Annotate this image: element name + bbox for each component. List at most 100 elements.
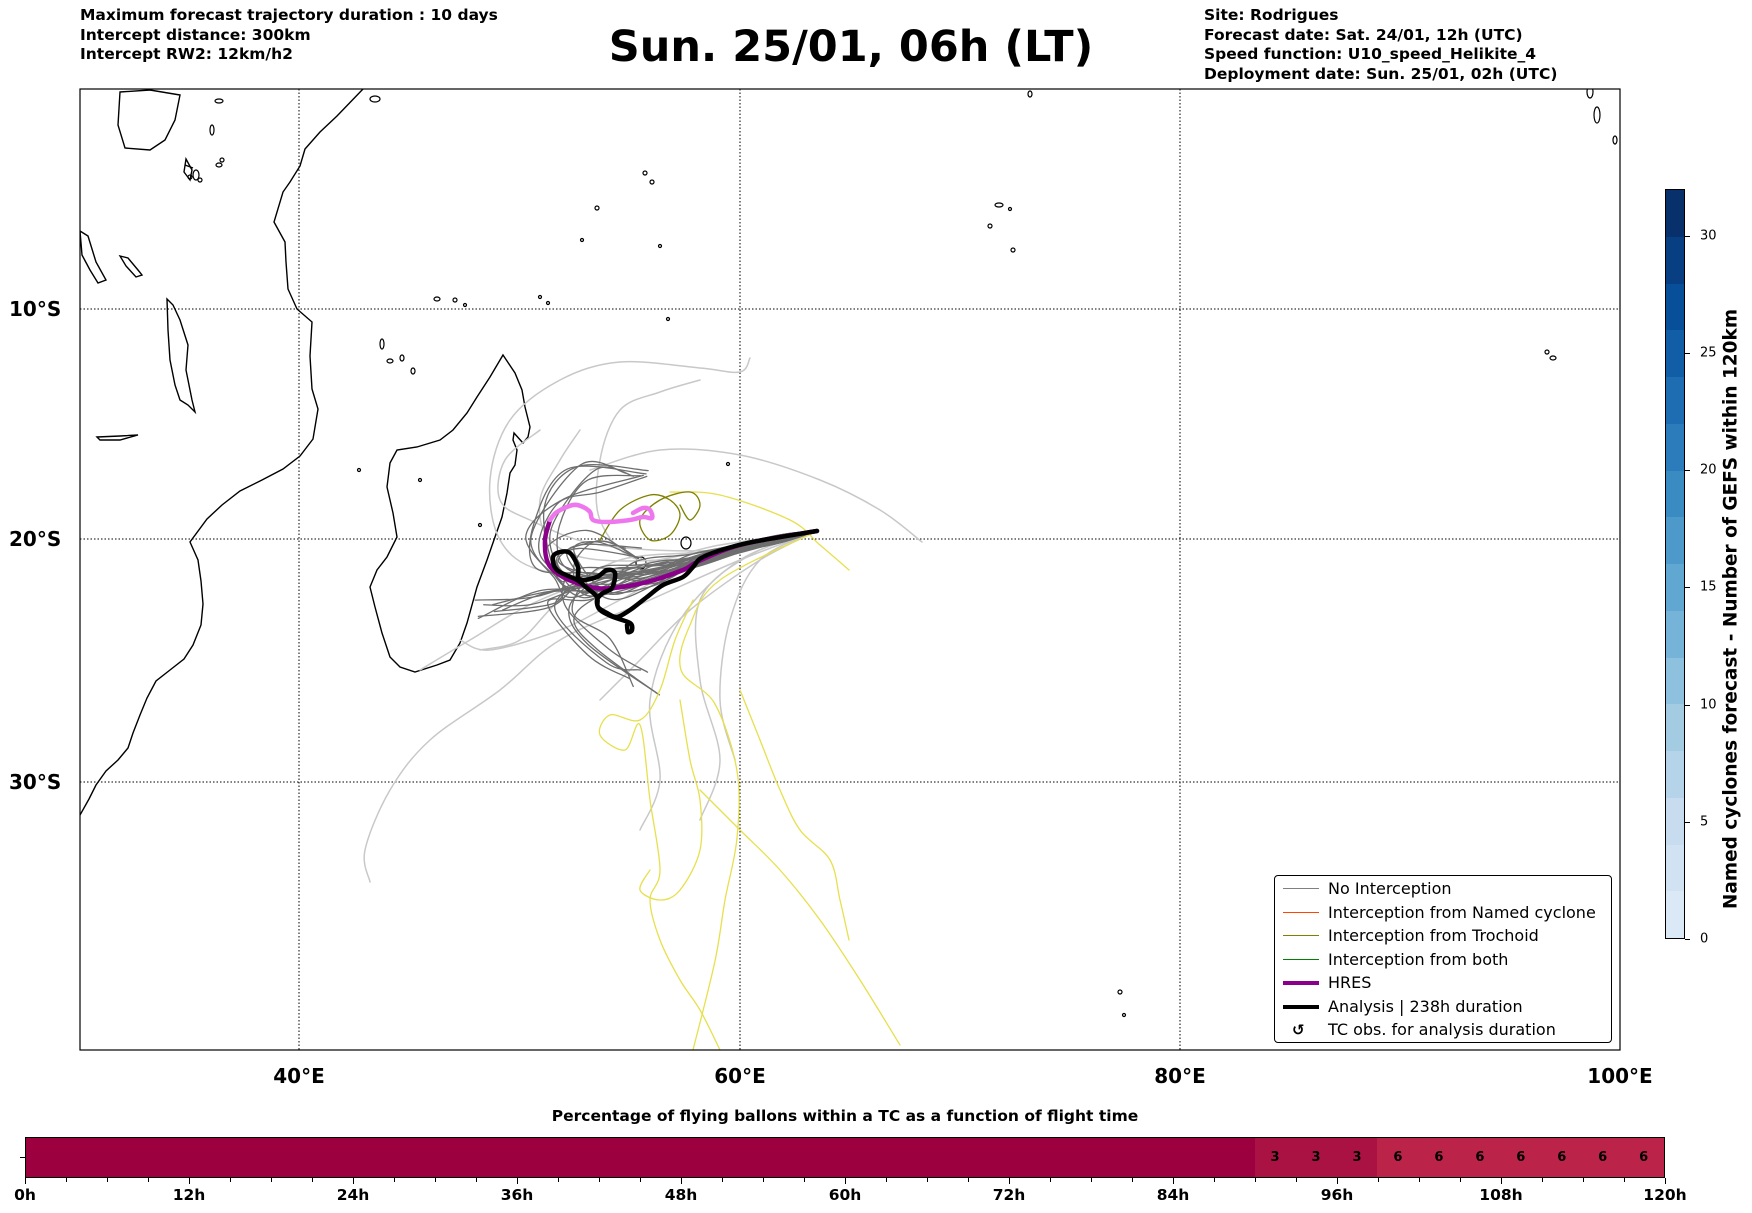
legend-item: Interception from Named cyclone xyxy=(1275,902,1611,924)
flight-time-tick xyxy=(1419,1178,1420,1182)
legend-line-swatch xyxy=(1283,888,1319,889)
analysis-trajectory xyxy=(550,528,820,635)
colorbar-band xyxy=(1666,330,1684,377)
flight-time-tick xyxy=(1255,1178,1256,1182)
flight-time-cell xyxy=(599,1138,641,1177)
flight-time-cell: 3 xyxy=(1295,1138,1337,1177)
flight-time-tick xyxy=(353,1178,354,1184)
flight-time-tick-label: 96h xyxy=(1320,1186,1354,1204)
colorbar-band xyxy=(1666,564,1684,611)
island-outline xyxy=(214,98,224,104)
flight-time-tick xyxy=(25,1178,26,1184)
legend-label: Interception from Trochoid xyxy=(1328,926,1539,945)
lat-label: 20°S xyxy=(9,527,62,551)
flight-time-tick xyxy=(640,1178,641,1182)
flight-time-cell: 3 xyxy=(1254,1138,1296,1177)
tc-obs-icon: ↺ xyxy=(1292,1021,1305,1039)
lake-outline xyxy=(95,434,139,441)
flight-time-tick xyxy=(681,1178,682,1184)
page-title: Sun. 25/01, 06h (LT) xyxy=(608,22,1094,72)
flight-time-bar-title: Percentage of flying ballons within a TC… xyxy=(551,1107,1139,1125)
colorbar-tick-label: 25 xyxy=(1700,345,1717,361)
flight-time-tick xyxy=(230,1178,231,1182)
flight-time-cell: 6 xyxy=(1541,1138,1583,1177)
island-outline xyxy=(725,461,731,467)
colorbar-tick-label: 15 xyxy=(1700,579,1717,595)
flight-time-cell: 6 xyxy=(1459,1138,1501,1177)
flight-time-cell xyxy=(845,1138,887,1177)
lon-label: 100°E xyxy=(1587,1064,1653,1088)
colorbar-tick-label: 10 xyxy=(1700,697,1717,713)
island-outline xyxy=(649,179,655,185)
coastlines xyxy=(80,89,1618,1018)
colorbar-tick xyxy=(1685,587,1690,589)
colorbar-tick-label: 0 xyxy=(1700,931,1709,947)
flight-time-cell xyxy=(681,1138,723,1177)
flight-time-cell: 6 xyxy=(1418,1138,1460,1177)
legend-item: HRES xyxy=(1275,972,1611,994)
lon-label: 60°E xyxy=(714,1064,766,1088)
trajectory-no-interception xyxy=(739,689,850,941)
trajectory-no-interception xyxy=(694,530,818,821)
header-parameters: Maximum forecast trajectory duration : 1… xyxy=(80,6,498,65)
flight-time-cell: 6 xyxy=(1500,1138,1542,1177)
flight-time-cell xyxy=(312,1138,354,1177)
trajectory-no-interception xyxy=(598,599,721,1050)
legend-item: Interception from both xyxy=(1275,949,1611,971)
island-outline xyxy=(197,177,203,183)
colorbar-tick xyxy=(1685,470,1690,472)
colorbar-band xyxy=(1666,610,1684,658)
flight-time-tick xyxy=(107,1178,108,1182)
flight-time-cell xyxy=(517,1138,559,1177)
colorbar-band xyxy=(1666,704,1684,751)
island-outline xyxy=(1010,247,1016,253)
island-outline xyxy=(219,157,225,163)
bar-y-tick xyxy=(20,1157,25,1158)
madagascar-coastline xyxy=(369,353,531,673)
colorbar-tick xyxy=(1685,353,1690,355)
flight-time-tick-label: 36h xyxy=(500,1186,534,1204)
legend-item: Interception from Trochoid xyxy=(1275,925,1611,947)
island-outline xyxy=(1121,1012,1127,1018)
legend-line-swatch xyxy=(1283,958,1319,960)
flight-time-cell: 3 xyxy=(1336,1138,1378,1177)
intercept-distance-text: Intercept distance: 300km xyxy=(80,25,311,44)
trajectory-no-interception xyxy=(679,530,818,1050)
trajectory-no-interception xyxy=(669,491,850,571)
deployment-date-text: Deployment date: Sun. 25/01, 02h (UTC) xyxy=(1204,64,1558,83)
lat-label: 10°S xyxy=(9,297,62,321)
colorbar-band xyxy=(1666,470,1684,518)
colorbar-band xyxy=(1666,891,1684,938)
colorbar-tick xyxy=(1685,939,1690,940)
flight-time-tick-label: 60h xyxy=(828,1186,862,1204)
colorbar-tick xyxy=(1685,235,1690,237)
flight-time-cell xyxy=(26,1138,67,1177)
trajectory-no-interception xyxy=(363,530,818,883)
flight-time-tick xyxy=(1542,1178,1543,1182)
island-outline xyxy=(1612,135,1618,145)
flight-time-tick-label: 84h xyxy=(1156,1186,1190,1204)
flight-time-tick xyxy=(1665,1178,1666,1184)
island-outline xyxy=(462,302,468,308)
flight-time-tick xyxy=(271,1178,272,1182)
island-outline xyxy=(1544,349,1550,355)
island-outline xyxy=(209,124,215,136)
flight-time-tick xyxy=(148,1178,149,1182)
flight-time-tick xyxy=(558,1178,559,1182)
island-outline xyxy=(215,162,223,168)
flight-time-tick xyxy=(517,1178,518,1184)
island-outline xyxy=(994,202,1004,208)
flight-time-tick xyxy=(1132,1178,1133,1182)
flight-time-tick xyxy=(968,1178,969,1182)
colorbar-band xyxy=(1666,657,1684,705)
flight-time-tick xyxy=(476,1178,477,1182)
flight-time-tick-label: 120h xyxy=(1643,1186,1687,1204)
legend: No Interception Interception from Named c… xyxy=(1274,875,1612,1043)
legend-label: Interception from Named cyclone xyxy=(1328,902,1596,922)
colorbar-band xyxy=(1666,190,1684,237)
legend-line-swatch xyxy=(1283,1004,1319,1009)
flight-time-tick xyxy=(927,1178,928,1182)
colorbar-tick xyxy=(1685,704,1690,706)
